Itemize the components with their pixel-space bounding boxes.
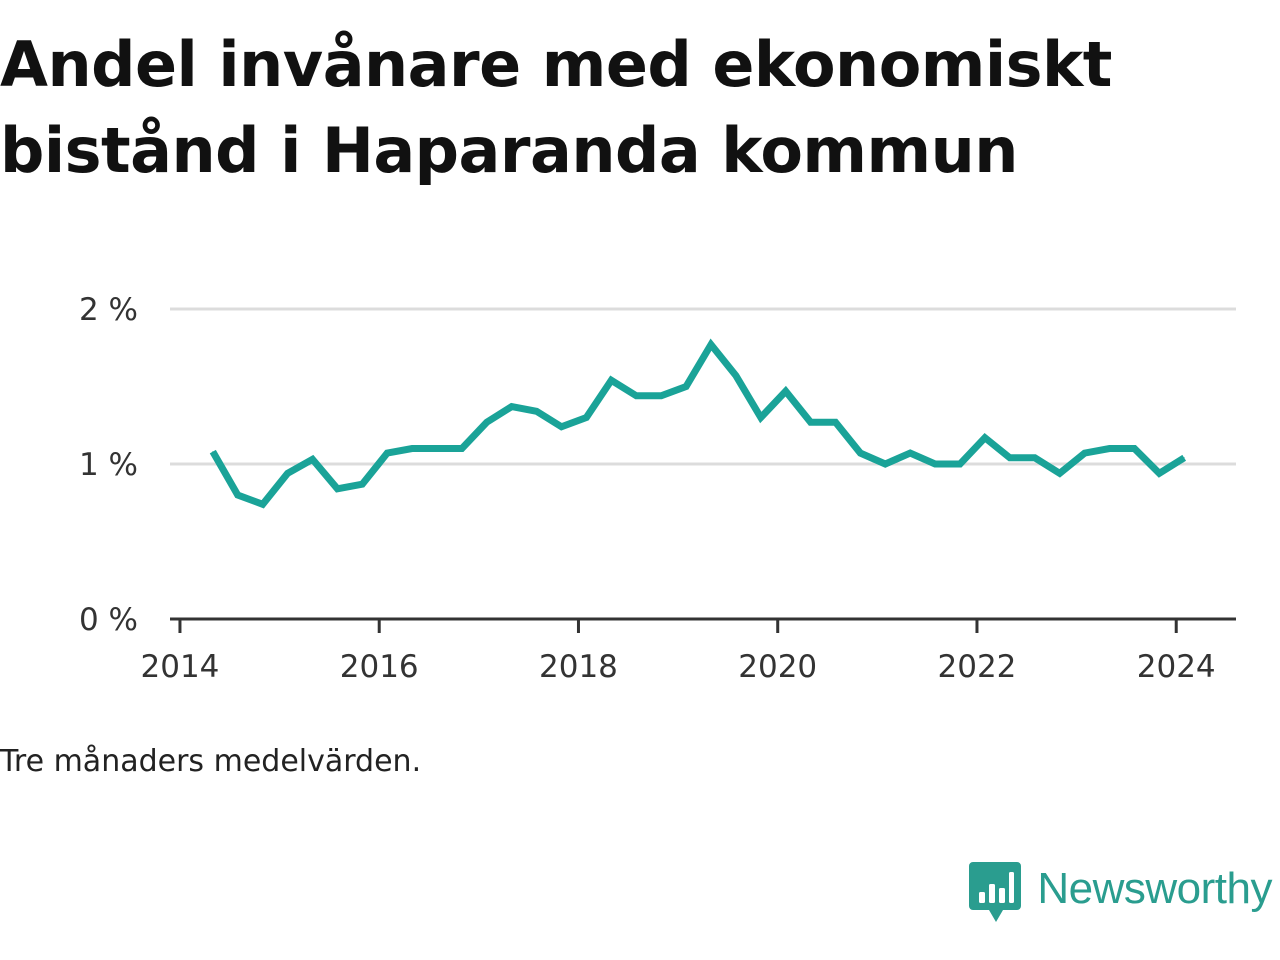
data-point bbox=[1158, 472, 1160, 474]
x-axis-labels: 2014 2016 2018 2020 2022 2024 bbox=[141, 649, 1216, 685]
data-point bbox=[859, 452, 861, 454]
data-point bbox=[287, 472, 289, 474]
x-axis bbox=[170, 617, 1236, 633]
data-point bbox=[411, 448, 413, 449]
data-point bbox=[760, 417, 762, 418]
data-point bbox=[585, 417, 587, 418]
x-tick-label: 2014 bbox=[141, 649, 220, 685]
series-line-0 bbox=[209, 338, 1187, 509]
data-point bbox=[1034, 457, 1036, 459]
gridlines bbox=[170, 307, 1236, 466]
data-point bbox=[810, 421, 812, 423]
data-point bbox=[361, 483, 363, 485]
data-point bbox=[311, 458, 313, 460]
data-point bbox=[934, 463, 936, 465]
data-point bbox=[835, 421, 837, 423]
x-tick-label: 2016 bbox=[340, 649, 419, 685]
y-tick-label: 2 % bbox=[79, 292, 138, 328]
data-point bbox=[735, 375, 737, 377]
brand-logo-block: Newsworthy bbox=[969, 862, 1272, 924]
data-point bbox=[1133, 448, 1135, 449]
data-point bbox=[386, 452, 388, 454]
y-tick-label: 0 % bbox=[79, 602, 138, 638]
data-point bbox=[959, 463, 961, 465]
data-point bbox=[262, 503, 264, 505]
data-point bbox=[984, 437, 986, 439]
data-point bbox=[511, 406, 513, 408]
data-point bbox=[336, 488, 338, 490]
data-point bbox=[1009, 457, 1011, 459]
data-point bbox=[660, 395, 662, 397]
data-point bbox=[436, 448, 438, 449]
bar-chart-speech-bubble-icon bbox=[969, 862, 1022, 922]
data-point bbox=[610, 379, 612, 381]
data-point bbox=[785, 390, 787, 392]
data-point bbox=[1183, 457, 1185, 459]
chart-title-line-2: bistånd i Haparanda kommun bbox=[0, 114, 1018, 187]
line-chart: 0 % 1 % 2 % 2014 2016 2018 2020 2022 2024 bbox=[79, 292, 1236, 685]
x-tick-label: 2020 bbox=[738, 649, 817, 685]
x-tick-label: 2022 bbox=[938, 649, 1017, 685]
data-point bbox=[461, 448, 463, 449]
brand-name: Newsworthy bbox=[1037, 864, 1272, 913]
data-point bbox=[1108, 448, 1110, 449]
data-point bbox=[536, 410, 538, 412]
chart-footnote: Tre månaders medelvärden. bbox=[0, 744, 422, 779]
data-point bbox=[635, 395, 637, 397]
y-axis-labels: 0 % 1 % 2 % bbox=[79, 292, 138, 638]
data-point bbox=[884, 463, 886, 465]
chart-title-line-1: Andel invånare med ekonomiskt bbox=[0, 28, 1112, 101]
data-point bbox=[685, 386, 687, 387]
data-point bbox=[1084, 452, 1086, 454]
series-layer bbox=[209, 338, 1187, 509]
data-point bbox=[486, 421, 488, 423]
data-point bbox=[710, 344, 712, 346]
chart-title: Andel invånare med ekonomiskt bistånd i … bbox=[0, 22, 1270, 194]
data-point bbox=[561, 426, 563, 428]
data-point bbox=[237, 494, 239, 496]
data-point bbox=[909, 452, 911, 454]
data-point bbox=[212, 451, 214, 453]
y-tick-label: 1 % bbox=[79, 447, 138, 483]
x-tick-label: 2018 bbox=[539, 649, 618, 685]
x-tick-label: 2024 bbox=[1137, 649, 1216, 685]
data-point bbox=[1059, 472, 1061, 474]
